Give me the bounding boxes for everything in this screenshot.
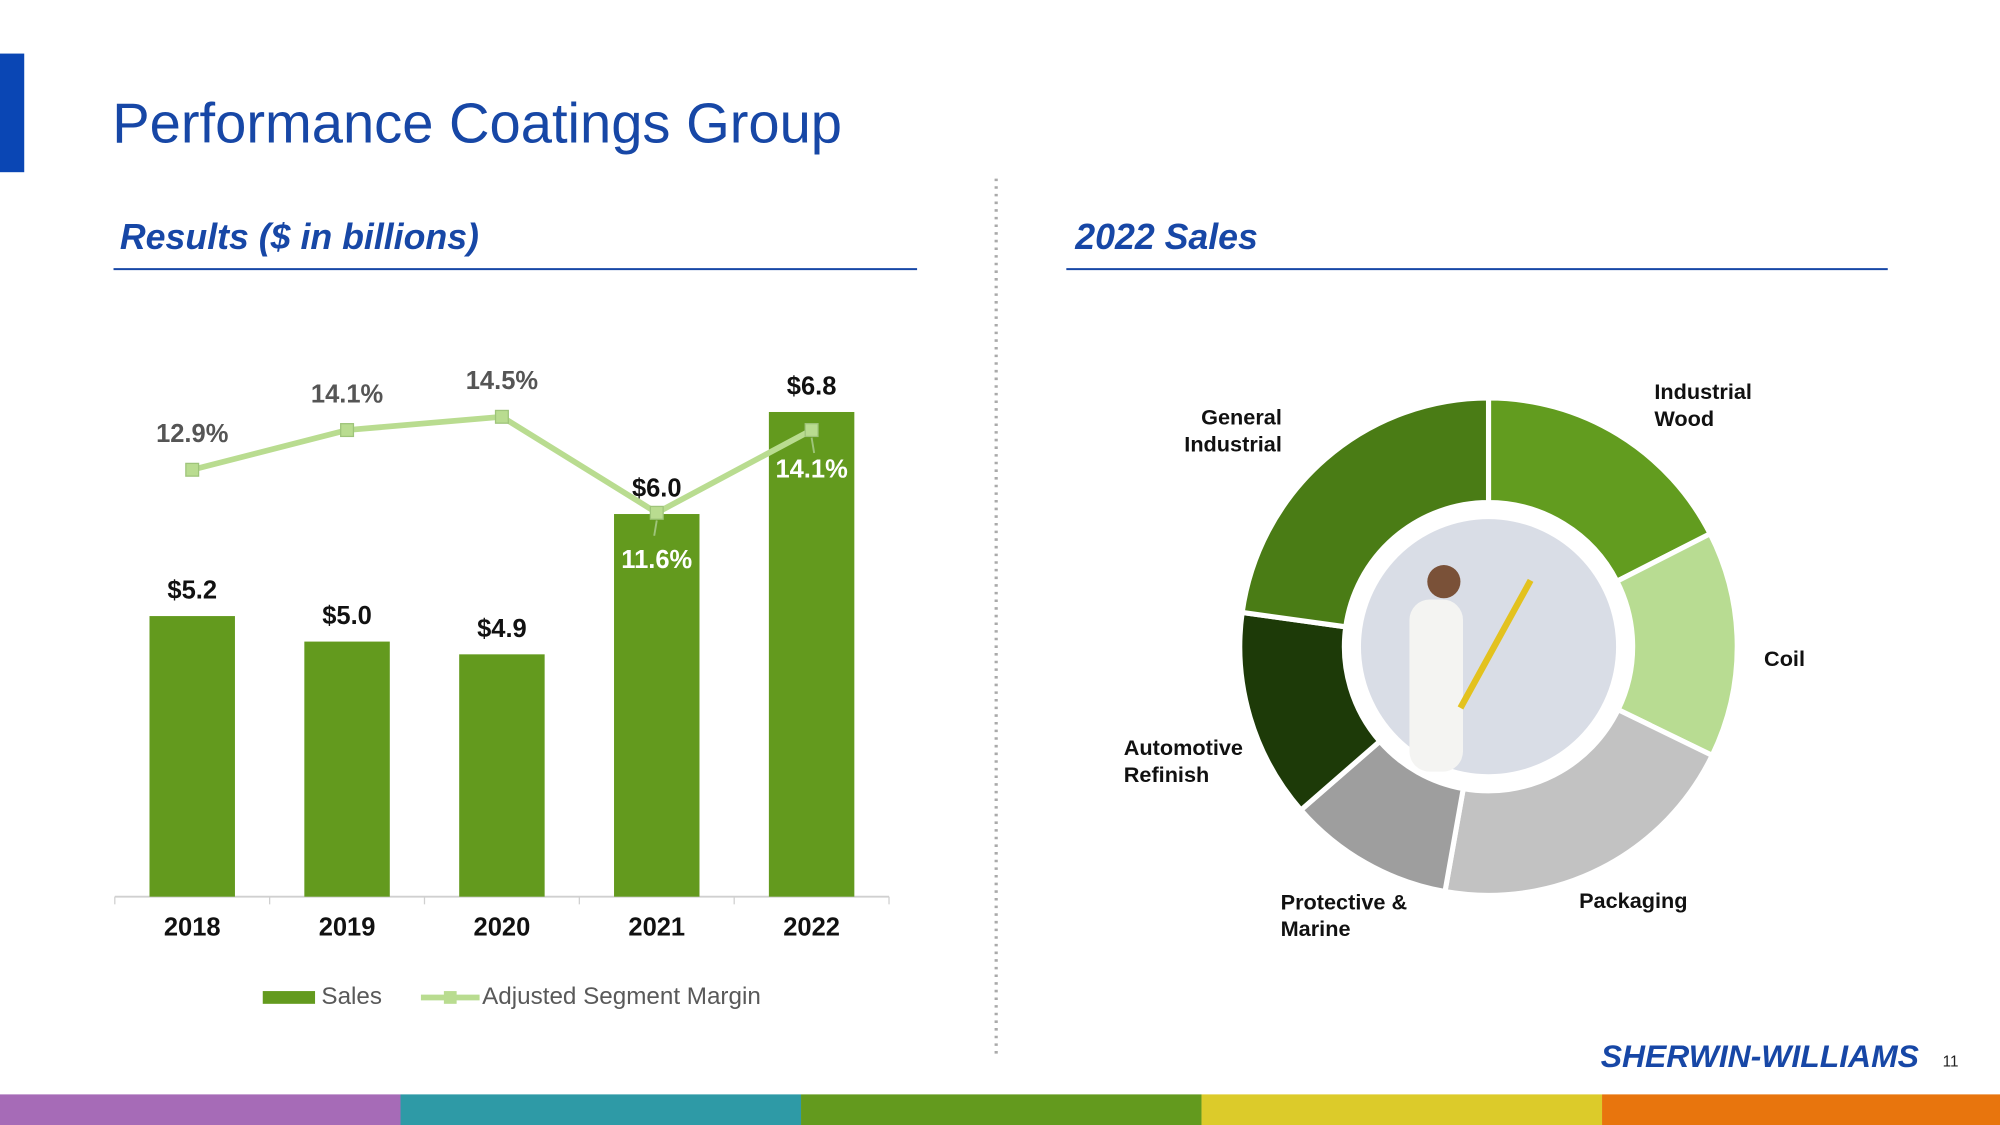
line-marker	[185, 462, 200, 477]
line	[191, 413, 813, 517]
bar	[459, 654, 545, 897]
leader	[653, 520, 658, 536]
section-title: 2022 Sales	[1074, 217, 1258, 257]
logo: SHERWIN-WILLIAMS	[1601, 1038, 1919, 1074]
line-marker	[494, 409, 509, 424]
stripe	[0, 1094, 401, 1125]
segment-label: Automotive Refinish	[1123, 735, 1243, 787]
page-number: 11	[1943, 1054, 1959, 1071]
data-label: 14.1%	[311, 380, 383, 408]
data-label: $6.0	[632, 475, 682, 503]
photo	[1360, 519, 1617, 775]
bar	[304, 641, 390, 897]
segment-label: Industrial Wood	[1654, 380, 1752, 432]
legend-label: Sales	[321, 983, 382, 1010]
line-marker	[804, 423, 819, 438]
data-label: $5.2	[167, 577, 217, 605]
photo-head	[1427, 565, 1461, 599]
bar	[768, 411, 855, 897]
data-label: 14.5%	[466, 367, 538, 395]
segment-label: Packaging	[1579, 889, 1688, 914]
accent-bar	[0, 53, 25, 173]
line-marker	[340, 423, 355, 438]
data-label: 11.6%	[621, 546, 692, 574]
segment-label: General Industrial	[1184, 405, 1282, 457]
x-tick-label: 2018	[164, 913, 221, 941]
x-tick-label: 2021	[628, 913, 685, 941]
section-title: Results ($ in billions)	[120, 217, 479, 257]
data-label: $4.9	[477, 615, 527, 643]
photo-figure	[1409, 599, 1464, 772]
legend-swatch	[443, 991, 457, 1004]
leader	[810, 437, 816, 454]
slide-title: Performance Coatings Group	[112, 91, 842, 154]
legend-label: Adjusted Segment Margin	[482, 983, 761, 1010]
x-tick-label: 2019	[319, 913, 376, 941]
x-tick-label: 2022	[783, 913, 840, 941]
data-label: $5.0	[322, 602, 372, 630]
legend-swatch	[262, 991, 316, 1004]
line-marker	[649, 505, 664, 520]
photo-roller	[1457, 578, 1534, 710]
segment-label: Coil	[1764, 646, 1805, 671]
data-label: $6.8	[787, 372, 837, 400]
bar	[149, 616, 235, 897]
bar	[614, 514, 700, 897]
x-tick-label: 2020	[474, 913, 531, 941]
stripe	[1201, 1094, 1603, 1125]
data-label: 12.9%	[156, 420, 228, 448]
segment-label: Protective & Marine	[1280, 890, 1408, 942]
data-label: 14.1%	[775, 456, 847, 484]
stripe	[400, 1094, 802, 1125]
stripe	[801, 1094, 1202, 1125]
stripe	[1602, 1094, 2000, 1125]
